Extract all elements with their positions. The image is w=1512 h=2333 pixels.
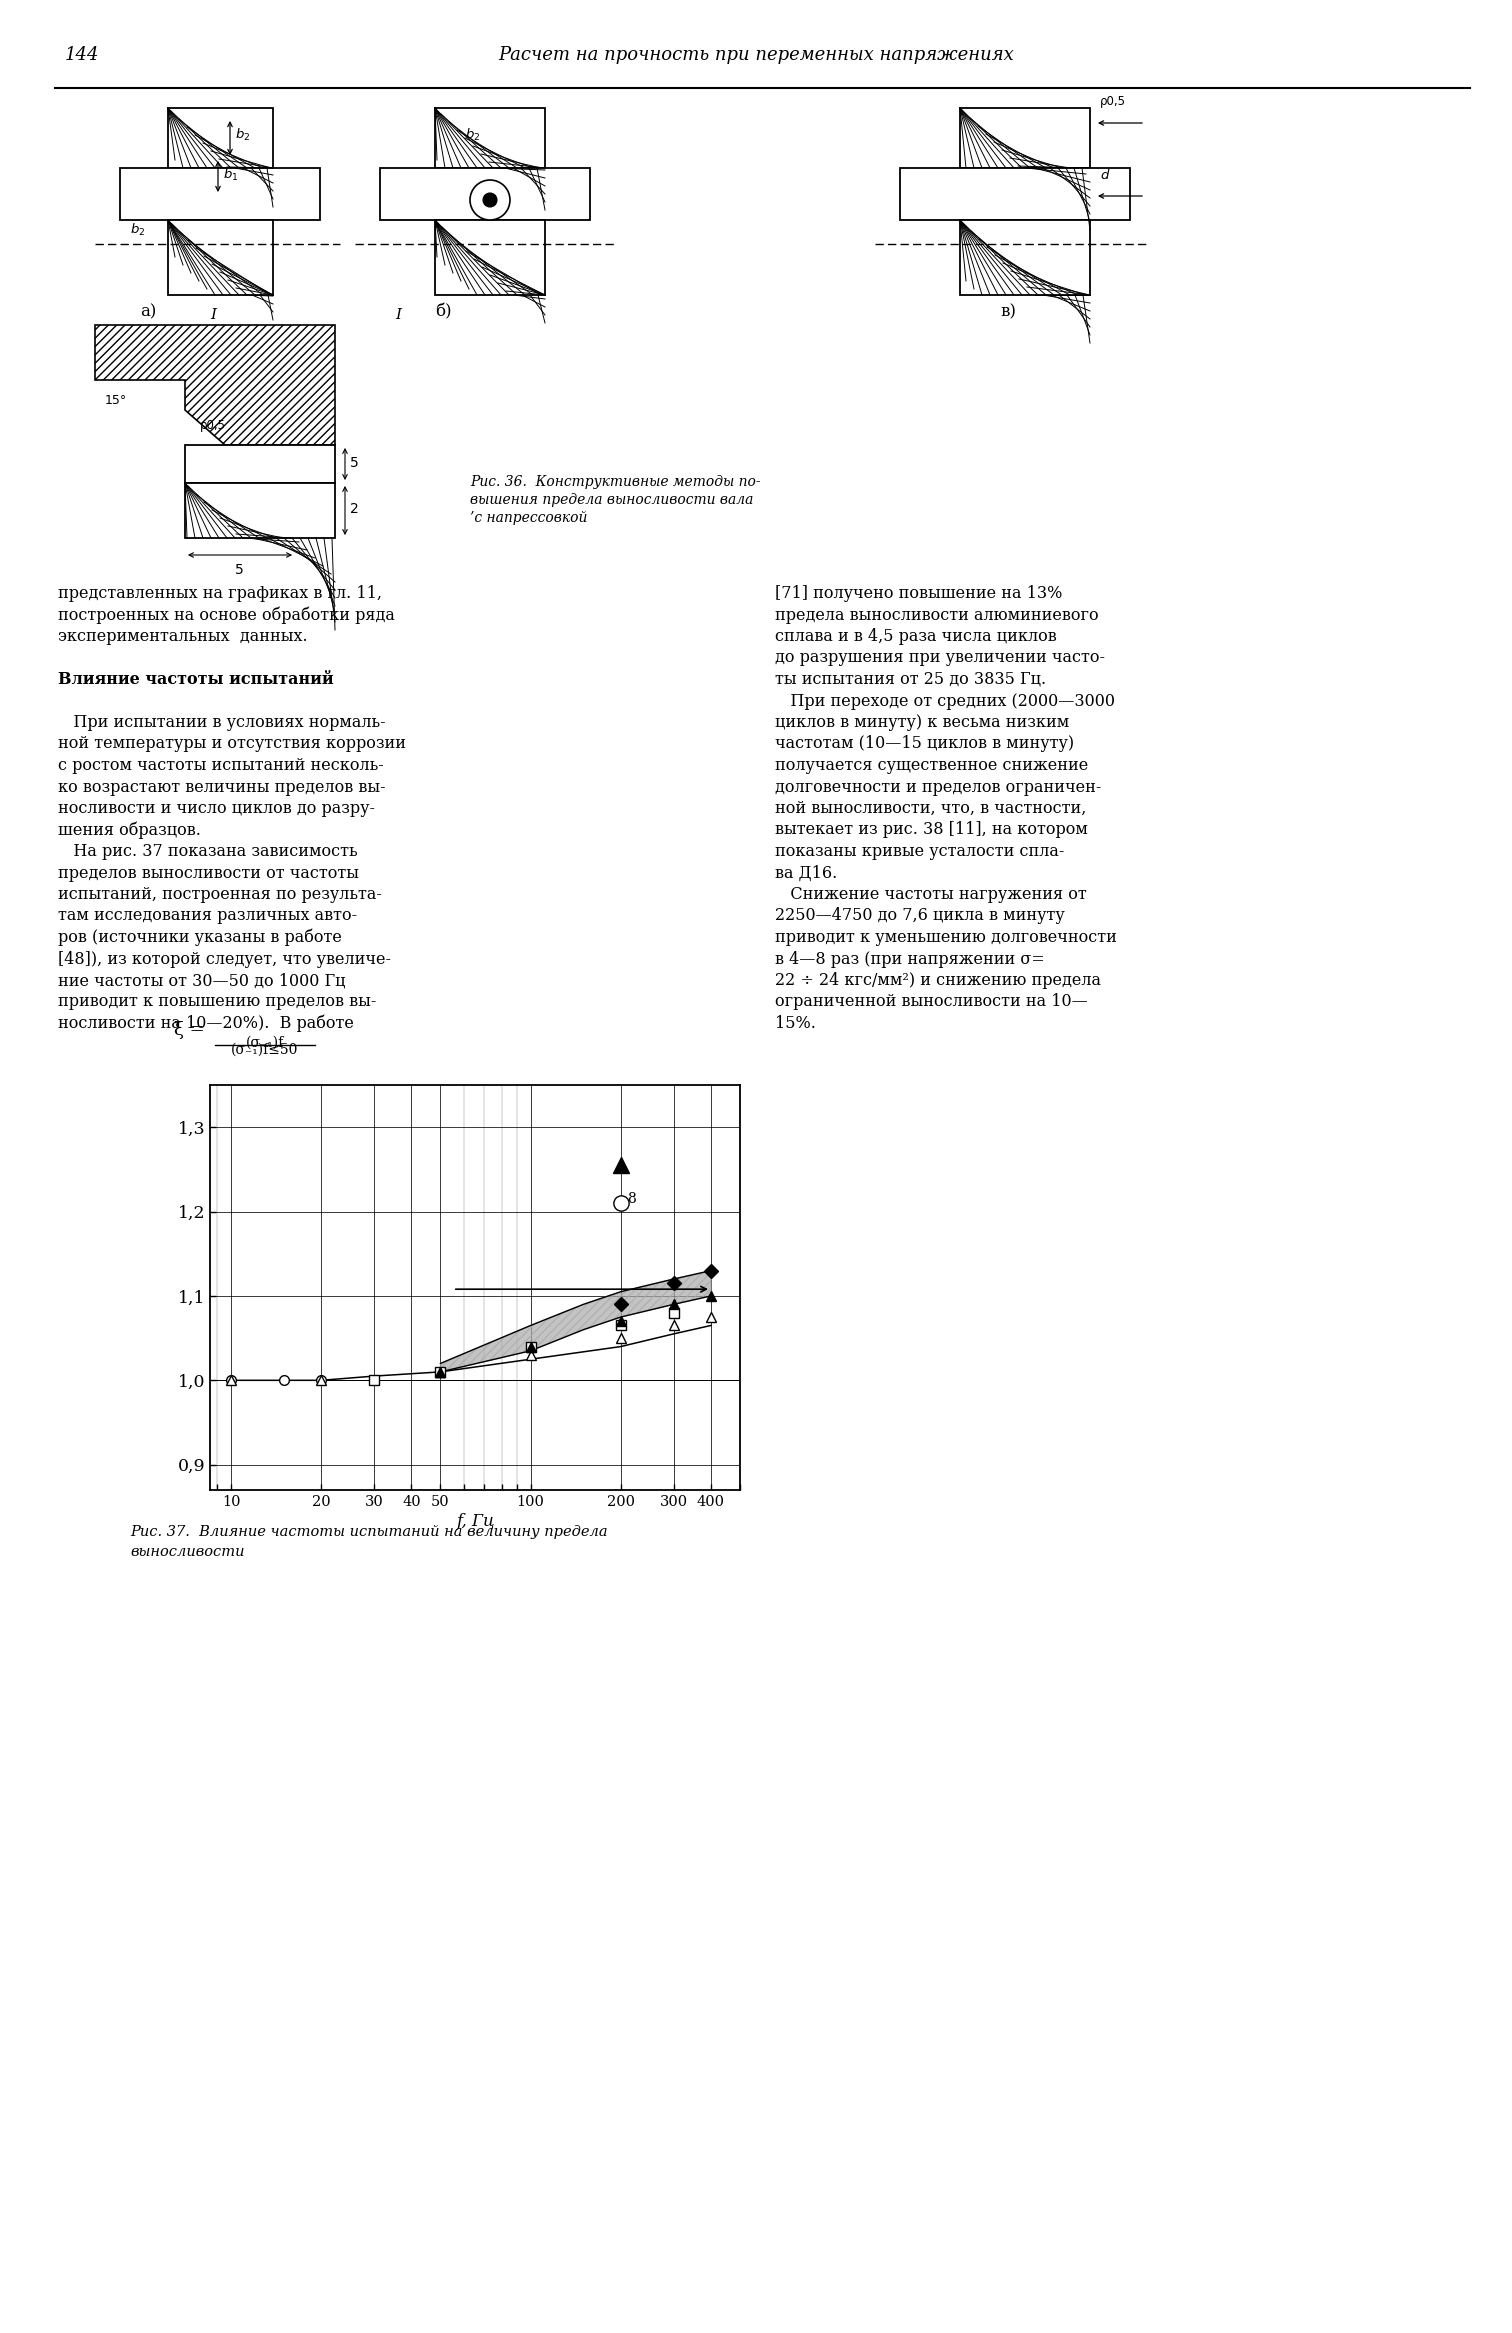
Text: с ростом частоты испытаний несколь-: с ростом частоты испытаний несколь-: [57, 756, 384, 775]
Text: испытаний, построенная по результа-: испытаний, построенная по результа-: [57, 887, 383, 903]
Text: $b_1$: $b_1$: [222, 168, 239, 182]
Text: приводит к уменьшению долговечности: приводит к уменьшению долговечности: [776, 929, 1117, 945]
Text: ρ0,5: ρ0,5: [200, 418, 225, 432]
Text: ρ0,5: ρ0,5: [1101, 96, 1126, 107]
Text: долговечности и пределов ограничен-: долговечности и пределов ограничен-: [776, 779, 1101, 796]
Bar: [435, 107, 544, 168]
Text: 5: 5: [234, 562, 243, 576]
Text: При испытании в условиях нормаль-: При испытании в условиях нормаль-: [57, 714, 386, 730]
Text: выносливости: выносливости: [130, 1544, 245, 1558]
Text: вытекает из рис. 38 [11], на котором: вытекает из рис. 38 [11], на котором: [776, 821, 1087, 838]
X-axis label: f, Гц: f, Гц: [455, 1514, 494, 1530]
Bar: [119, 168, 321, 219]
Text: ной температуры и отсутствия коррозии: ной температуры и отсутствия коррозии: [57, 735, 407, 754]
Text: в): в): [999, 303, 1016, 320]
Text: (σ₋₁)f: (σ₋₁)f: [246, 1036, 284, 1050]
Text: [48]), из которой следует, что увеличе-: [48]), из которой следует, что увеличе-: [57, 950, 392, 968]
Circle shape: [482, 194, 497, 208]
Text: построенных на основе обработки ряда: построенных на основе обработки ряда: [57, 607, 395, 623]
Bar: [960, 107, 1090, 168]
Text: в 4—8 раз (при напряжении σ=: в 4—8 раз (при напряжении σ=: [776, 950, 1045, 968]
Text: ва Д16.: ва Д16.: [776, 866, 838, 882]
Text: носливости на 10—20%).  В работе: носливости на 10—20%). В работе: [57, 1015, 354, 1034]
Text: шения образцов.: шения образцов.: [57, 821, 201, 840]
Circle shape: [470, 180, 510, 219]
Text: $b_2$: $b_2$: [234, 126, 251, 142]
Bar: [168, 107, 274, 168]
Text: ко возрастают величины пределов вы-: ко возрастают величины пределов вы-: [57, 779, 386, 796]
Polygon shape: [95, 324, 336, 446]
Text: ’с напрессовкой: ’с напрессовкой: [470, 511, 587, 525]
Text: вышения предела выносливости вала: вышения предела выносливости вала: [470, 492, 753, 506]
Text: частотам (10—15 циклов в минуту): частотам (10—15 циклов в минуту): [776, 735, 1074, 754]
Text: экспериментальных  данных.: экспериментальных данных.: [57, 628, 307, 644]
Text: 15°: 15°: [104, 394, 127, 406]
Text: пределов выносливости от частоты: пределов выносливости от частоты: [57, 866, 358, 882]
Text: 2250—4750 до 7,6 цикла в минуту: 2250—4750 до 7,6 цикла в минуту: [776, 908, 1064, 924]
Text: При переходе от средних (2000—3000: При переходе от средних (2000—3000: [776, 693, 1114, 709]
Text: сплава и в 4,5 раза числа циклов: сплава и в 4,5 раза числа циклов: [776, 628, 1057, 644]
Text: б): б): [435, 303, 452, 320]
Text: предела выносливости алюминиевого: предела выносливости алюминиевого: [776, 607, 1099, 623]
Text: получается существенное снижение: получается существенное снижение: [776, 756, 1089, 775]
Bar: [380, 168, 590, 219]
Bar: [168, 219, 274, 294]
Text: там исследования различных авто-: там исследования различных авто-: [57, 908, 357, 924]
Text: ров (источники указаны в работе: ров (источники указаны в работе: [57, 929, 342, 947]
Text: Влияние частоты испытаний: Влияние частоты испытаний: [57, 672, 334, 688]
Bar: [900, 168, 1129, 219]
Bar: [435, 219, 544, 294]
Text: Расчет на прочность при переменных напряжениях: Расчет на прочность при переменных напря…: [497, 47, 1015, 63]
Text: [71] получено повышение на 13%: [71] получено повышение на 13%: [776, 586, 1063, 602]
Text: 2: 2: [349, 502, 358, 516]
Text: ной выносливости, что, в частности,: ной выносливости, что, в частности,: [776, 800, 1087, 817]
Text: I: I: [395, 308, 401, 322]
Text: 15%.: 15%.: [776, 1015, 816, 1031]
Text: до разрушения при увеличении часто-: до разрушения при увеличении часто-: [776, 649, 1105, 667]
Text: приводит к повышению пределов вы-: приводит к повышению пределов вы-: [57, 994, 376, 1010]
Text: I: I: [210, 308, 216, 322]
Text: Рис. 37.  Влияние частоты испытаний на величину предела: Рис. 37. Влияние частоты испытаний на ве…: [130, 1526, 608, 1540]
Text: На рис. 37 показана зависимость: На рис. 37 показана зависимость: [57, 842, 358, 861]
Text: d: d: [1101, 168, 1108, 182]
Bar: [184, 446, 336, 483]
Bar: [960, 219, 1090, 294]
Text: Снижение частоты нагружения от: Снижение частоты нагружения от: [776, 887, 1087, 903]
Text: ние частоты от 30—50 до 1000 Гц: ние частоты от 30—50 до 1000 Гц: [57, 973, 346, 989]
Text: циклов в минуту) к весьма низким: циклов в минуту) к весьма низким: [776, 714, 1069, 730]
Text: ξ =: ξ =: [174, 1022, 206, 1038]
Text: носливости и число циклов до разру-: носливости и число циклов до разру-: [57, 800, 375, 817]
Text: $b_2$: $b_2$: [130, 222, 145, 238]
Text: показаны кривые усталости спла-: показаны кривые усталости спла-: [776, 842, 1064, 861]
Text: Рис. 36.  Конструктивные методы по-: Рис. 36. Конструктивные методы по-: [470, 476, 761, 490]
Text: $b_2$: $b_2$: [466, 126, 481, 142]
Text: ограниченной выносливости на 10—: ограниченной выносливости на 10—: [776, 994, 1087, 1010]
Bar: [184, 483, 336, 539]
Text: 5: 5: [349, 455, 358, 469]
Text: 144: 144: [65, 47, 100, 63]
Text: 8: 8: [627, 1192, 637, 1206]
Text: а): а): [141, 303, 156, 320]
Text: (σ₋₁)f≤50: (σ₋₁)f≤50: [231, 1043, 299, 1057]
Text: представленных на графиках в гл. 11,: представленных на графиках в гл. 11,: [57, 586, 383, 602]
Text: ты испытания от 25 до 3835 Гц.: ты испытания от 25 до 3835 Гц.: [776, 672, 1046, 688]
Text: 22 ÷ 24 кгс/мм²) и снижению предела: 22 ÷ 24 кгс/мм²) и снижению предела: [776, 973, 1101, 989]
